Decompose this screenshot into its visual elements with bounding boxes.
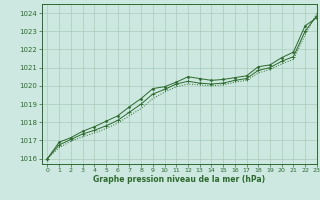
X-axis label: Graphe pression niveau de la mer (hPa): Graphe pression niveau de la mer (hPa) xyxy=(93,175,265,184)
